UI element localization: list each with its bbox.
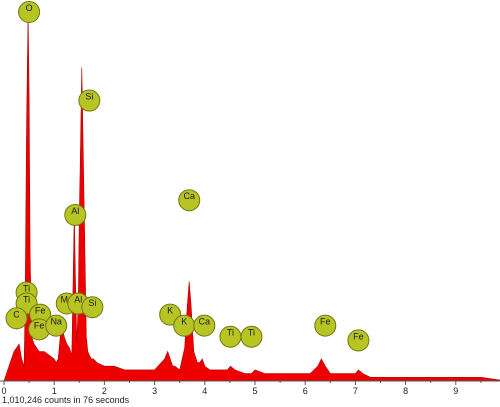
- x-tick-label: 1: [52, 386, 57, 396]
- peak-label-k: K: [173, 314, 196, 337]
- x-tick-label: 0: [1, 386, 6, 396]
- peak-element-label: Ti: [248, 328, 255, 338]
- peak-label-o: O: [18, 1, 41, 23]
- peak-badge: [18, 1, 41, 23]
- peak-badge: [5, 307, 28, 330]
- peak-element-label: Na: [50, 317, 62, 327]
- x-tick-label: 6: [303, 386, 308, 396]
- x-tick-label: 5: [252, 386, 257, 396]
- peak-element-label: Si: [85, 92, 93, 102]
- peak-label-ti: Ti: [240, 325, 263, 348]
- peak-label-ti: Ti: [219, 325, 242, 348]
- x-tick-label: 9: [453, 386, 458, 396]
- peak-label-al: Al: [64, 203, 87, 226]
- peak-element-label: C: [13, 309, 20, 319]
- peak-label-c: C: [5, 307, 28, 330]
- peak-element-label: Ti: [23, 283, 30, 293]
- peak-badge: [193, 314, 216, 337]
- peak-element-label: Fe: [320, 317, 331, 327]
- peak-badge: [314, 314, 337, 337]
- x-tick-label: 8: [403, 386, 408, 396]
- peak-label-ca: Ca: [193, 314, 216, 337]
- acquisition-summary: 1,010,246 counts in 76 seconds: [2, 395, 130, 405]
- spectrum-area: [3, 11, 500, 382]
- peak-element-label: K: [167, 306, 173, 316]
- x-axis: 0 1 2 3 4 5 6 7 8 9: [0, 380, 500, 396]
- x-tick-label: 3: [152, 386, 157, 396]
- peak-element-label: Al: [74, 295, 82, 305]
- peak-label-si: Si: [78, 89, 101, 112]
- peak-badge: [78, 89, 101, 112]
- spectrum-area-layer: [3, 11, 500, 382]
- peak-badge: [64, 203, 87, 226]
- peak-label-si: Si: [81, 296, 104, 319]
- peak-element-label: Al: [71, 206, 79, 216]
- peak-badge: [45, 314, 68, 337]
- peak-element-label: Ca: [183, 191, 195, 201]
- peak-element-label: O: [26, 3, 33, 13]
- peak-element-label: K: [181, 317, 187, 327]
- peak-badge: [178, 189, 201, 212]
- peak-badge: [81, 296, 104, 319]
- peak-element-label: Si: [88, 298, 96, 308]
- x-tick-label: 2: [102, 386, 107, 396]
- x-tick-label: 4: [202, 386, 207, 396]
- peak-label-fe: Fe: [347, 329, 370, 352]
- peak-element-label: Ca: [199, 317, 211, 327]
- peak-badge: [240, 325, 263, 348]
- peak-element-label: Ti: [23, 295, 30, 305]
- peak-element-label: Fe: [34, 320, 45, 330]
- x-tick-label: 7: [353, 386, 358, 396]
- peak-element-label: Fe: [353, 331, 364, 341]
- peak-label-ca: Ca: [178, 189, 201, 212]
- peak-element-label: Fe: [35, 306, 46, 316]
- peak-label-fe: Fe: [314, 314, 337, 337]
- peak-element-label: Mg: [60, 295, 73, 305]
- peak-label-na: Na: [45, 314, 68, 337]
- peak-badge: [347, 329, 370, 352]
- peak-element-label: Ti: [227, 328, 234, 338]
